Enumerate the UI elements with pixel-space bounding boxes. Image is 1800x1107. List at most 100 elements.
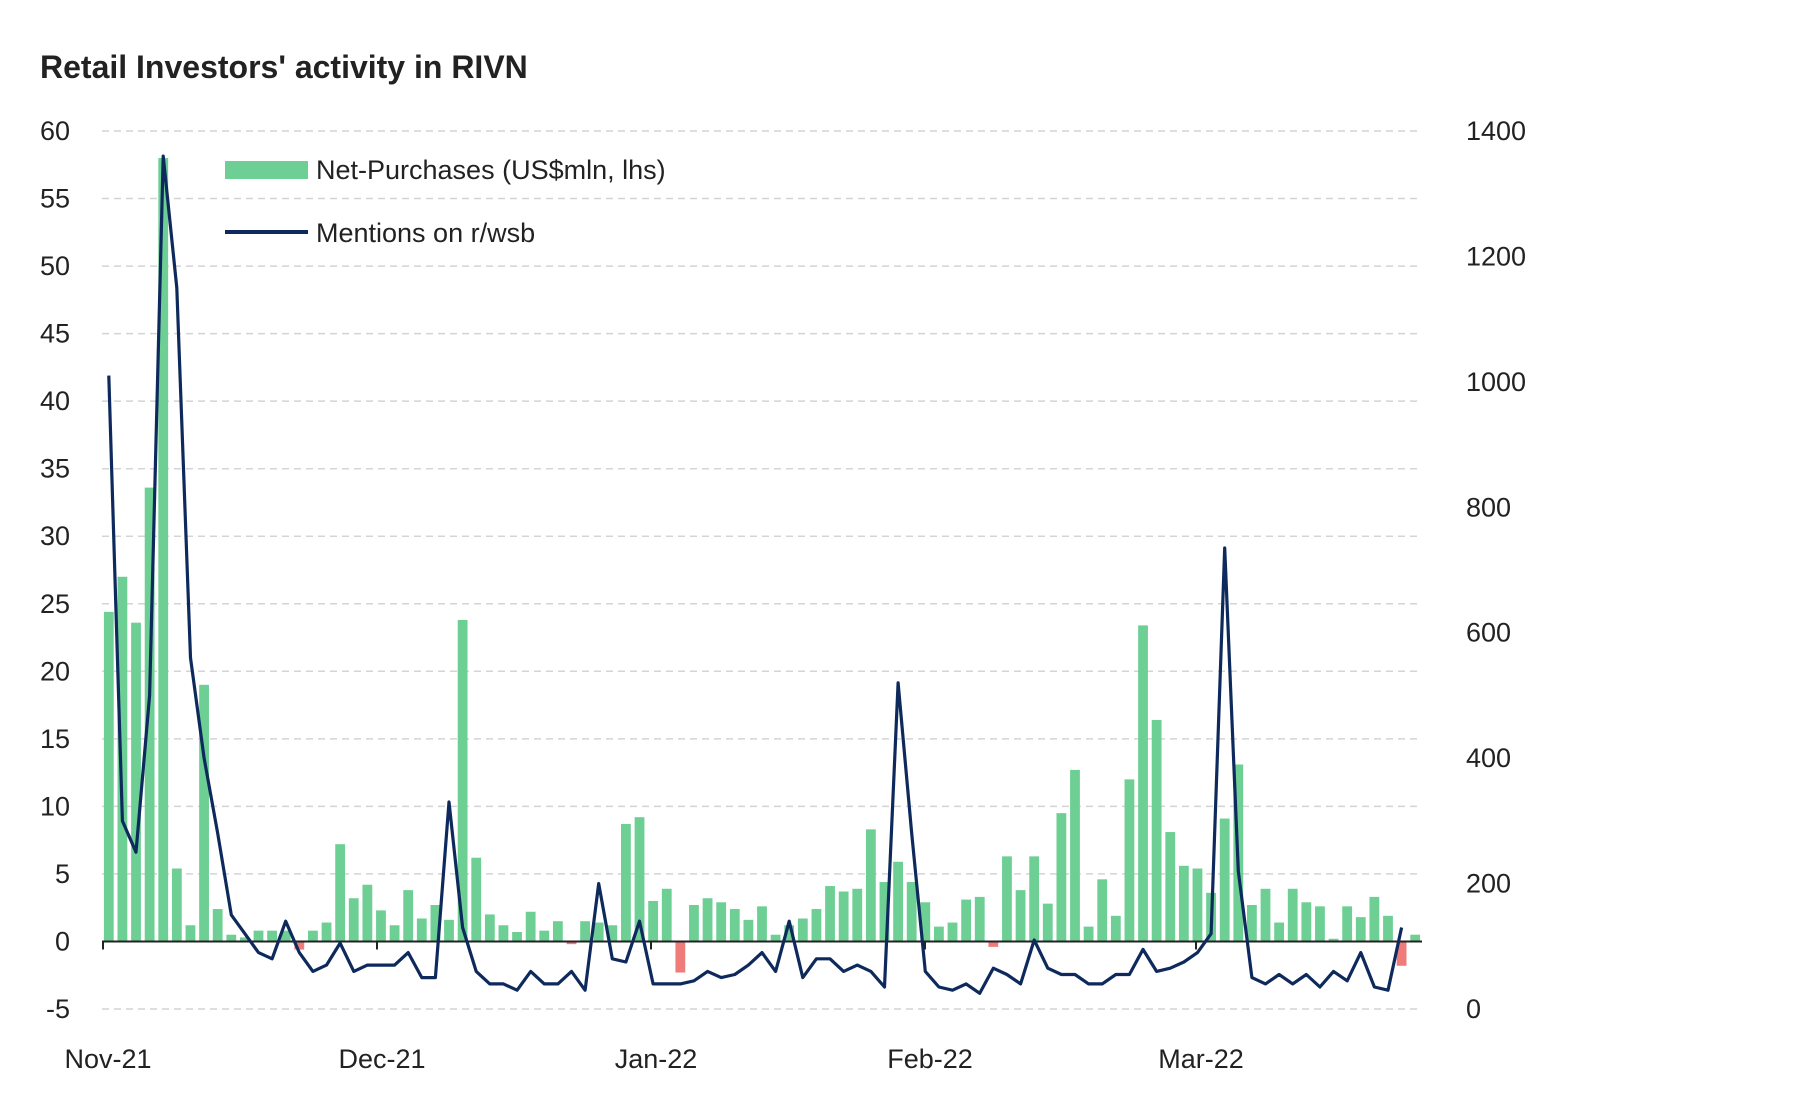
bar <box>607 925 618 942</box>
bar <box>743 919 754 942</box>
bar <box>1056 813 1067 942</box>
bar <box>621 823 631 942</box>
bar <box>1274 922 1285 942</box>
tick-labels: 605550454035302520151050-514001200100080… <box>40 116 1526 1074</box>
bar <box>784 925 795 942</box>
bar-series <box>103 158 1421 973</box>
bar <box>1002 856 1012 942</box>
bar <box>1138 625 1148 942</box>
bar <box>852 888 863 942</box>
y-left-tick-label: 5 <box>55 859 70 889</box>
bar <box>1151 719 1162 942</box>
bar <box>199 684 209 942</box>
x-tick-label: Dec-21 <box>338 1044 425 1074</box>
bar <box>648 900 659 942</box>
bar <box>1287 888 1298 942</box>
x-tick-label: Jan-22 <box>615 1044 698 1074</box>
bar <box>729 909 740 942</box>
bar <box>430 904 441 942</box>
chart-title: Retail Investors' activity in RIVN <box>40 49 528 85</box>
y-left-tick-label: 40 <box>40 386 70 416</box>
bar <box>797 918 808 942</box>
y-left-tick-label: 30 <box>40 521 70 551</box>
bar <box>1315 906 1325 942</box>
bar <box>444 919 454 942</box>
mentions-line <box>107 154 1404 995</box>
bar <box>1097 879 1108 942</box>
bar <box>1301 902 1312 942</box>
bar <box>825 886 835 942</box>
y-right-tick-label: 400 <box>1466 743 1511 773</box>
y-right-tick-label: 800 <box>1466 492 1511 522</box>
bar <box>1355 917 1366 942</box>
bar <box>389 925 400 942</box>
y-left-tick-label: -5 <box>46 994 70 1024</box>
bar <box>308 930 318 942</box>
bar <box>267 930 278 942</box>
bar <box>906 882 917 942</box>
bar <box>280 930 291 942</box>
bar <box>226 934 237 942</box>
bar <box>403 890 414 942</box>
bar <box>1029 856 1040 942</box>
bar <box>457 619 468 942</box>
bar <box>566 941 577 945</box>
bar <box>580 921 590 942</box>
bar <box>1165 832 1176 942</box>
bar <box>838 891 849 942</box>
bar <box>988 941 999 947</box>
bar <box>171 868 182 942</box>
bar <box>525 911 536 942</box>
bar <box>757 906 767 942</box>
bar <box>212 909 223 942</box>
y-left-tick-label: 45 <box>40 319 70 349</box>
bar <box>1369 896 1380 942</box>
y-left-tick-label: 0 <box>55 926 70 956</box>
y-left-tick-label: 20 <box>40 656 70 686</box>
bar <box>920 902 931 942</box>
bar <box>1410 934 1421 942</box>
y-left-tick-label: 55 <box>40 184 70 214</box>
bar <box>321 922 332 942</box>
y-left-tick-label: 50 <box>40 251 70 281</box>
y-left-tick-label: 60 <box>40 116 70 146</box>
bar <box>947 922 958 942</box>
bar <box>675 941 686 973</box>
bar <box>348 898 359 942</box>
bar <box>974 896 985 942</box>
bar <box>1178 865 1189 942</box>
x-tick-label: Nov-21 <box>64 1044 151 1074</box>
bar <box>770 934 781 942</box>
bar <box>253 930 264 942</box>
x-tick-label: Mar-22 <box>1158 1044 1244 1074</box>
y-right-tick-label: 1400 <box>1466 116 1526 146</box>
bar <box>131 622 141 942</box>
bar <box>103 611 114 942</box>
bar <box>689 904 699 942</box>
y-left-tick-label: 15 <box>40 724 70 754</box>
bar <box>498 925 509 942</box>
bar <box>811 909 822 942</box>
bar <box>512 932 522 942</box>
bar <box>1192 868 1203 942</box>
bar <box>117 576 128 942</box>
bar <box>158 158 169 942</box>
bar <box>1083 926 1094 942</box>
bar <box>1124 779 1135 942</box>
gridlines <box>102 130 1422 1010</box>
x-tick-label: Feb-22 <box>887 1044 973 1074</box>
legend-label-net-purchases: Net-Purchases (US$mln, lhs) <box>316 155 666 185</box>
y-left-tick-label: 10 <box>40 791 70 821</box>
bar <box>1015 890 1026 942</box>
bar <box>893 861 903 942</box>
y-right-tick-label: 1000 <box>1466 367 1526 397</box>
bar <box>1246 904 1257 942</box>
bar <box>661 888 672 942</box>
legend-label-mentions: Mentions on r/wsb <box>316 218 535 248</box>
bar <box>185 925 196 942</box>
bar <box>471 857 482 942</box>
legend-bar-swatch <box>225 161 308 179</box>
bar <box>879 882 890 942</box>
x-axis <box>102 940 1422 950</box>
